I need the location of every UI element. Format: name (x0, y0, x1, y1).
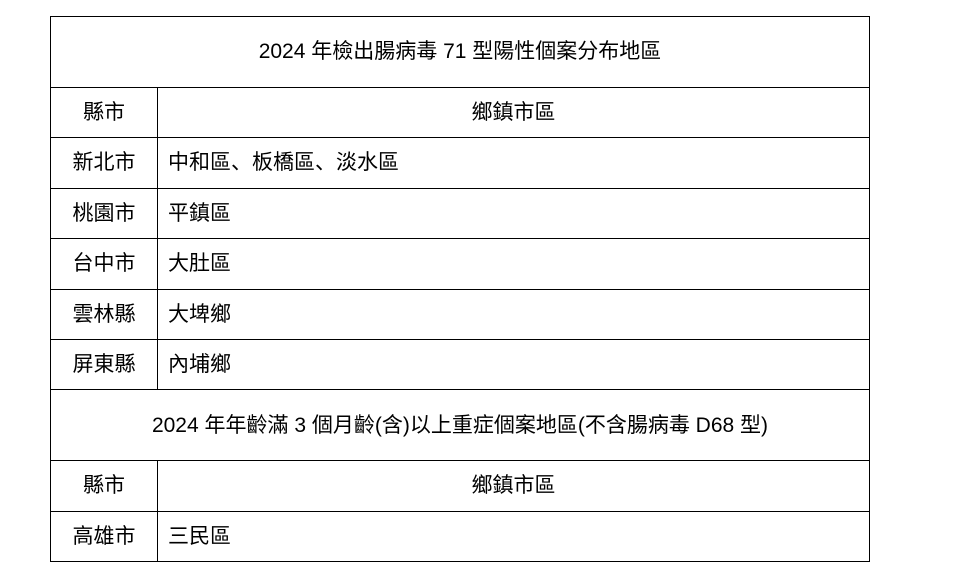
district-cell: 中和區、板橋區、淡水區 (158, 138, 870, 188)
section1-header-county: 縣市 (51, 88, 158, 138)
table-row: 桃園市 平鎮區 (51, 188, 870, 238)
district-cell: 大埤鄉 (158, 289, 870, 339)
table-row: 雲林縣 大埤鄉 (51, 289, 870, 339)
table-row: 高雄市 三民區 (51, 511, 870, 561)
table-row: 屏東縣 內埔鄉 (51, 339, 870, 389)
table-row: 台中市 大肚區 (51, 239, 870, 289)
district-cell: 大肚區 (158, 239, 870, 289)
county-cell: 雲林縣 (51, 289, 158, 339)
section2-title: 2024 年年齡滿 3 個月齡(含)以上重症個案地區(不含腸病毒 D68 型) (51, 390, 870, 461)
ev71-distribution-table: 2024 年檢出腸病毒 71 型陽性個案分布地區 縣市 鄉鎮市區 新北市 中和區… (50, 16, 870, 562)
section1-title: 2024 年檢出腸病毒 71 型陽性個案分布地區 (51, 17, 870, 88)
section2-header-county: 縣市 (51, 461, 158, 511)
section1-header-district: 鄉鎮市區 (158, 88, 870, 138)
district-cell: 內埔鄉 (158, 339, 870, 389)
table-row: 新北市 中和區、板橋區、淡水區 (51, 138, 870, 188)
district-cell: 三民區 (158, 511, 870, 561)
county-cell: 台中市 (51, 239, 158, 289)
section2-header-district: 鄉鎮市區 (158, 461, 870, 511)
county-cell: 高雄市 (51, 511, 158, 561)
county-cell: 新北市 (51, 138, 158, 188)
county-cell: 屏東縣 (51, 339, 158, 389)
district-cell: 平鎮區 (158, 188, 870, 238)
county-cell: 桃園市 (51, 188, 158, 238)
